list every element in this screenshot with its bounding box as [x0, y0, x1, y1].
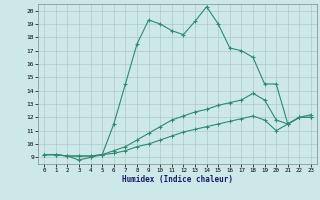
X-axis label: Humidex (Indice chaleur): Humidex (Indice chaleur) [122, 175, 233, 184]
